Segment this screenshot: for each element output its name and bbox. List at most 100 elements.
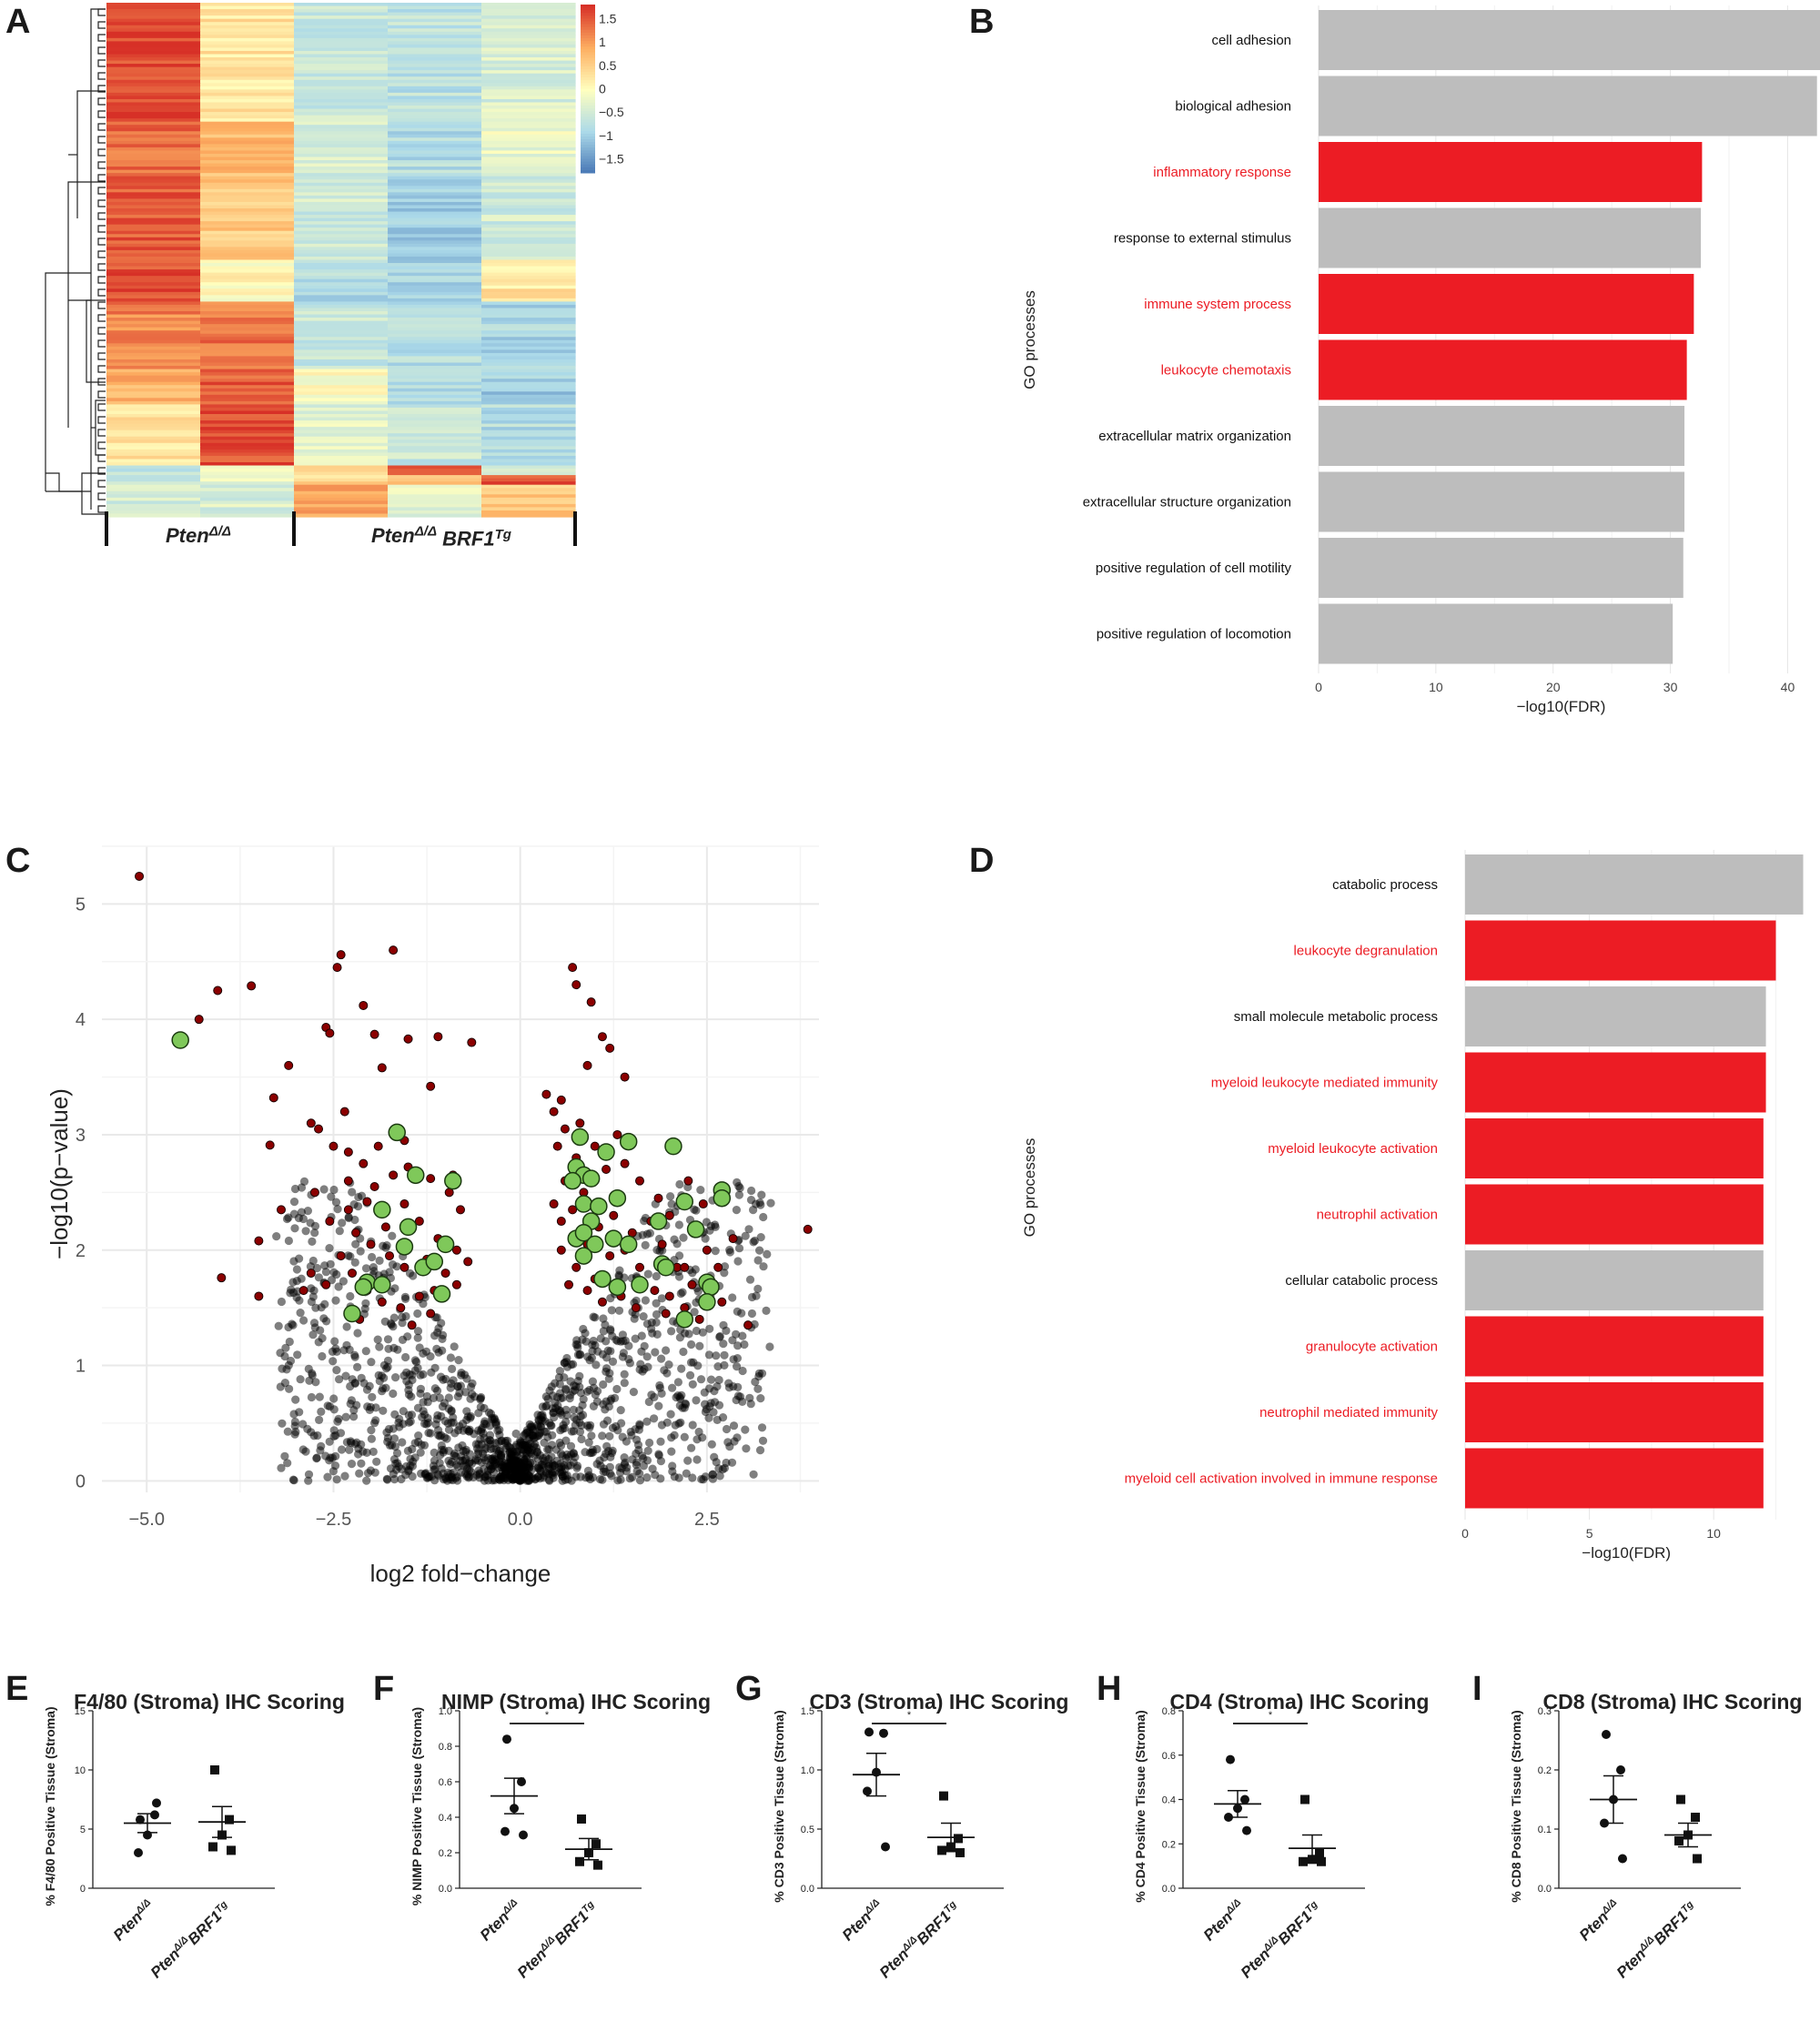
heatmap-cell xyxy=(106,490,201,495)
ns-point xyxy=(284,1360,293,1370)
ns-point xyxy=(695,1341,704,1350)
group-label: PtenΔ/ΔBRF1Tg xyxy=(876,1896,963,1983)
data-point xyxy=(1691,1813,1700,1822)
ns-point xyxy=(565,1394,574,1403)
heatmap-cell xyxy=(106,372,201,377)
heatmap-cell xyxy=(200,461,295,467)
heatmap-cell xyxy=(200,44,295,49)
ns-point xyxy=(584,1438,593,1447)
marked-point xyxy=(649,1212,668,1230)
ns-point xyxy=(277,1463,286,1472)
ns-point xyxy=(683,1456,693,1465)
ns-point xyxy=(712,1351,721,1360)
heatmap-cell xyxy=(200,440,295,444)
data-point xyxy=(1618,1854,1627,1864)
ns-point xyxy=(496,1451,506,1461)
heatmap-cell xyxy=(106,5,201,10)
ns-point xyxy=(738,1397,747,1406)
ns-point xyxy=(466,1411,476,1421)
heatmap-cell xyxy=(388,417,482,421)
heatmap-cell xyxy=(388,278,482,283)
significant-point xyxy=(597,1297,607,1307)
ns-point xyxy=(705,1402,714,1411)
significant-point xyxy=(247,981,257,991)
heatmap-cell xyxy=(481,359,576,364)
heatmap-cell xyxy=(106,337,201,341)
heatmap-cell xyxy=(200,253,295,258)
dendrogram-leaf xyxy=(97,467,106,475)
ns-point xyxy=(337,1445,347,1454)
ns-point xyxy=(648,1329,657,1338)
heatmap-cell xyxy=(388,400,482,406)
significant-point xyxy=(336,1251,346,1261)
heatmap-cell xyxy=(200,147,295,152)
heatmap-cell xyxy=(200,256,295,261)
heatmap-cell xyxy=(481,160,576,165)
ns-point xyxy=(652,1271,661,1281)
x-tick-label: 20 xyxy=(1546,680,1561,694)
heatmap-cell xyxy=(294,430,389,434)
ns-point xyxy=(733,1341,743,1350)
ns-point xyxy=(708,1470,718,1479)
heatmap-cell xyxy=(294,157,389,161)
significant-point xyxy=(552,1141,562,1151)
ns-point xyxy=(341,1371,350,1380)
heatmap-cell xyxy=(388,320,482,325)
ns-point xyxy=(291,1395,300,1404)
heatmap-cell xyxy=(294,47,389,52)
ns-point xyxy=(656,1457,666,1466)
legend-swatch xyxy=(581,41,595,45)
heatmap-cell xyxy=(481,247,576,251)
ns-point xyxy=(753,1284,763,1293)
heatmap-cell xyxy=(388,221,482,226)
legend-tick-label: 1 xyxy=(599,35,606,49)
heatmap-cell xyxy=(294,5,389,10)
significant-point xyxy=(582,1060,592,1070)
heatmap-cell xyxy=(294,253,389,258)
ns-point xyxy=(543,1432,552,1441)
ns-point xyxy=(276,1382,285,1391)
ns-point xyxy=(624,1341,633,1350)
heatmap-cell xyxy=(106,237,201,241)
ns-point xyxy=(413,1309,422,1319)
data-point xyxy=(210,1765,219,1774)
ns-point xyxy=(745,1275,755,1284)
ns-point xyxy=(346,1291,355,1301)
marked-point xyxy=(586,1235,604,1254)
ns-point xyxy=(424,1419,433,1428)
heatmap-cell xyxy=(388,488,482,492)
heatmap-cell xyxy=(106,318,201,322)
significant-point xyxy=(380,1222,390,1232)
heatmap-cell xyxy=(106,510,201,515)
heatmap-cell xyxy=(200,394,295,399)
heatmap-cell xyxy=(481,346,576,350)
significant-point xyxy=(635,1262,644,1272)
heatmap-cell xyxy=(481,381,576,386)
heatmap-cell xyxy=(481,182,576,187)
heatmap-cell xyxy=(294,211,389,216)
ns-point xyxy=(304,1476,313,1485)
heatmap-cell xyxy=(106,173,201,177)
ns-point xyxy=(682,1469,691,1478)
heatmap-cell xyxy=(481,121,576,126)
heatmap-cell xyxy=(481,391,576,396)
heatmap-cell xyxy=(388,186,482,190)
ns-point xyxy=(632,1296,641,1305)
ns-point xyxy=(566,1441,576,1451)
heatmap-cell xyxy=(388,285,482,289)
ns-point xyxy=(470,1456,480,1465)
heatmap-cell xyxy=(481,308,576,312)
heatmap-cell xyxy=(106,150,201,155)
ns-point xyxy=(641,1296,651,1305)
heatmap-cell xyxy=(294,375,389,379)
heatmap-cell xyxy=(294,327,389,331)
heatmap-cell xyxy=(200,449,295,453)
ns-point xyxy=(632,1449,641,1459)
heatmap-cell xyxy=(106,73,201,77)
ns-point xyxy=(756,1394,765,1403)
ns-point xyxy=(475,1473,484,1482)
group-label-pten: PtenΔ/Δ xyxy=(166,524,231,548)
legend-swatch xyxy=(581,49,595,53)
